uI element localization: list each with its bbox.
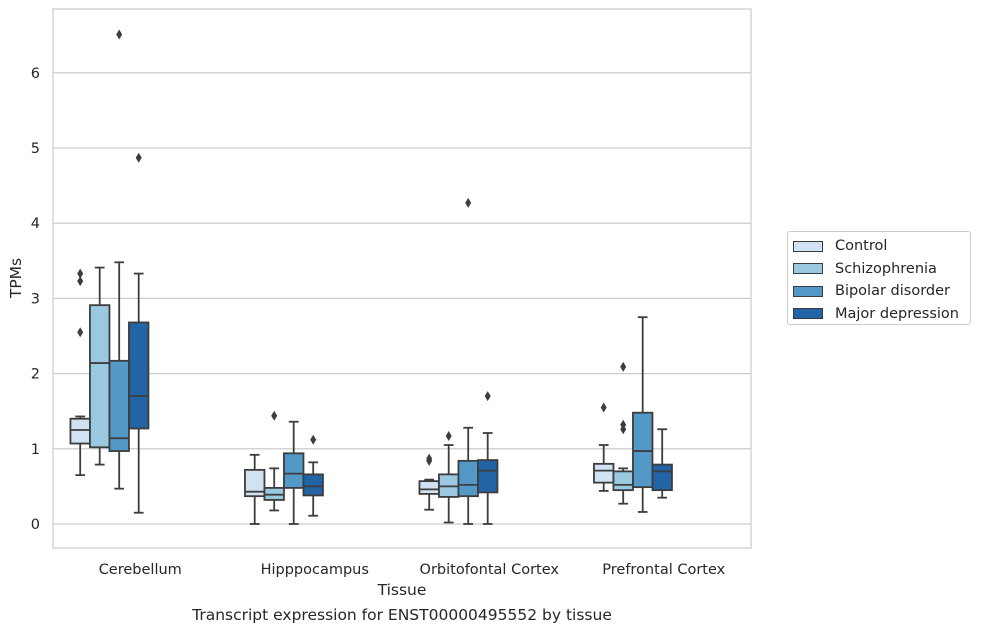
outlier-point <box>77 327 84 338</box>
legend-item-control: Control <box>792 235 970 258</box>
box-iqr <box>69 417 91 445</box>
x-tick-label: Prefrontal Cortex <box>602 562 725 578</box>
box-iqr <box>418 480 440 495</box>
outlier-point <box>77 268 84 279</box>
box-group-hipppocampus-major-depression <box>302 434 324 517</box>
legend-label-control: Control <box>835 238 888 255</box>
outlier-point <box>271 410 278 421</box>
box-group-hipppocampus-control <box>244 453 266 525</box>
outlier-point <box>620 424 627 435</box>
legend-swatch-major-depression <box>793 308 823 320</box>
legend-label-bipolar-disorder: Bipolar disorder <box>835 283 950 300</box>
outlier-point <box>77 276 84 287</box>
box-group-cerebellum-schizophrenia <box>89 266 111 466</box>
legend-swatch-schizophrenia <box>793 263 823 275</box>
outlier-point <box>135 152 142 163</box>
box-group-cerebellum-control <box>69 268 91 477</box>
legend-label-major-depression: Major depression <box>835 305 959 322</box>
box-iqr <box>477 459 499 494</box>
outlier-point <box>620 361 627 372</box>
outlier-point <box>484 391 491 402</box>
box-iqr <box>128 321 150 430</box>
x-tick-label: Orbitofontal Cortex <box>420 562 560 578</box>
box-group-hipppocampus-schizophrenia <box>263 410 285 512</box>
box-iqr <box>302 473 324 497</box>
box-iqr <box>89 304 111 449</box>
legend-item-bipolar-disorder: Bipolar disorder <box>792 280 970 303</box>
box-iqr <box>283 452 305 489</box>
box-iqr <box>632 411 654 489</box>
box-group-prefrontal-cortex-bipolar-disorder <box>632 316 654 513</box>
x-axis-label: Tissue <box>377 581 427 599</box>
chart-caption: Transcript expression for ENST0000049555… <box>192 606 612 624</box>
box-iqr <box>244 468 266 498</box>
box-group-prefrontal-cortex-major-depression <box>651 428 673 499</box>
x-tick-labels: Cerebellum Hipppocampus Orbitofontal Corte… <box>99 562 726 578</box>
y-tick-label: 0 <box>31 517 40 533</box>
box-group-cerebellum-major-depression <box>128 152 150 514</box>
outlier-point <box>445 431 452 442</box>
legend: Control Schizophrenia Bipolar disorder M… <box>787 231 971 325</box>
box-iqr <box>457 459 479 498</box>
y-tick-label: 2 <box>31 367 40 383</box>
y-tick-label: 5 <box>31 141 40 157</box>
y-tick-label: 3 <box>31 291 40 307</box>
y-axis-label: TPMs <box>7 258 25 299</box>
plot-frame <box>52 8 752 549</box>
grid-lines <box>53 72 751 525</box>
box-group-prefrontal-cortex-schizophrenia <box>612 361 634 505</box>
legend-swatch-bipolar-disorder <box>793 285 823 297</box>
y-tick-label: 1 <box>31 442 40 458</box>
box-group-orbitofontal-cortex-schizophrenia <box>438 431 460 524</box>
box-groups <box>69 29 673 525</box>
outlier-point <box>310 434 317 445</box>
outlier-point <box>465 197 472 208</box>
legend-swatch-control <box>793 240 823 252</box>
box-group-orbitofontal-cortex-bipolar-disorder <box>457 197 479 525</box>
legend-item-major-depression: Major depression <box>792 303 970 326</box>
box-group-orbitofontal-cortex-major-depression <box>477 391 499 525</box>
box-iqr <box>593 462 615 484</box>
box-iqr <box>651 463 673 492</box>
box-iqr <box>612 470 634 492</box>
x-tick-label: Cerebellum <box>99 562 182 578</box>
outlier-point <box>116 29 123 40</box>
y-tick-label: 6 <box>31 66 40 82</box>
box-group-prefrontal-cortex-control <box>593 402 615 492</box>
x-tick-label: Hipppocampus <box>261 562 369 578</box>
outlier-point <box>426 455 433 466</box>
box-group-hipppocampus-bipolar-disorder <box>283 420 305 525</box>
legend-label-schizophrenia: Schizophrenia <box>835 260 937 277</box>
y-tick-labels: 0 1 2 3 4 5 6 <box>31 66 40 533</box>
y-tick-label: 4 <box>31 216 40 232</box>
box-group-cerebellum-bipolar-disorder <box>108 29 130 490</box>
outlier-point <box>600 402 607 413</box>
legend-item-schizophrenia: Schizophrenia <box>792 258 970 281</box>
box-group-orbitofontal-cortex-control <box>418 453 440 511</box>
